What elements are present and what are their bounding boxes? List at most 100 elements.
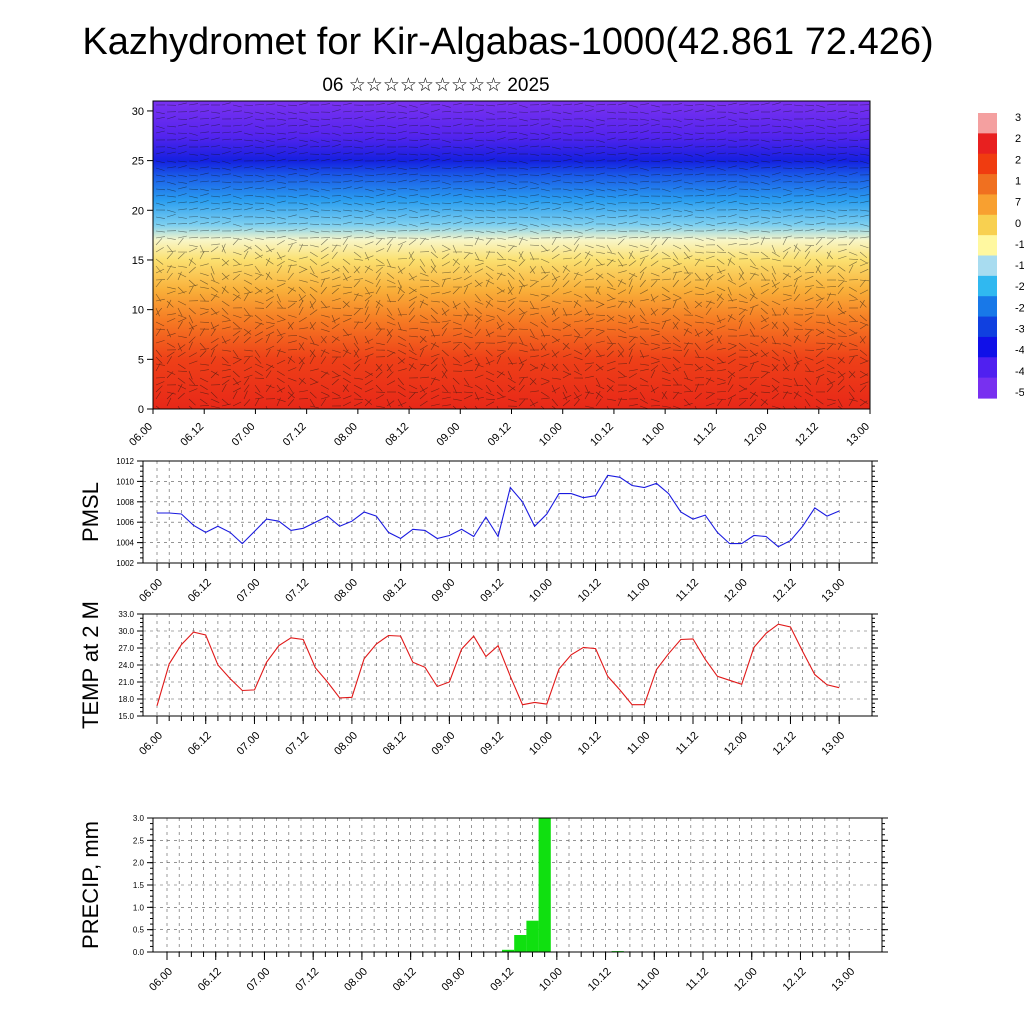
wind-barb (639, 255, 649, 260)
wind-barb (320, 328, 330, 332)
wind-barb (397, 160, 407, 163)
wind-barb (485, 314, 495, 318)
wind-barb (683, 377, 693, 381)
x-tick-label: 08.00 (332, 730, 360, 758)
wind-barb (683, 290, 693, 295)
wind-barb (749, 195, 759, 198)
wind-barb (837, 307, 845, 315)
wind-barb (210, 337, 219, 344)
wind-barb (441, 181, 451, 185)
wind-barb (463, 384, 473, 388)
wind-barb (419, 165, 429, 169)
wind-barb (463, 353, 473, 358)
wind-barb (342, 377, 351, 383)
wind-barb (496, 130, 506, 134)
wind-barb (166, 244, 173, 253)
wind-barb (485, 299, 491, 309)
wind-barb (430, 300, 440, 303)
wind-barb (771, 139, 782, 142)
wind-barb (705, 237, 715, 241)
wind-barb (628, 214, 638, 218)
wind-barb (617, 300, 624, 309)
wind-barb (826, 398, 836, 401)
x-tick-label: 08.00 (332, 577, 360, 605)
wind-barb (254, 288, 263, 295)
wind-barb (760, 153, 770, 156)
wind-barb (474, 374, 484, 379)
wind-barb (309, 279, 319, 283)
wind-barb (364, 265, 373, 271)
wind-barb (309, 265, 315, 275)
wind-barb (375, 321, 382, 330)
wind-barb (485, 272, 494, 280)
wind-barb (507, 245, 515, 253)
wind-barb (342, 276, 352, 281)
wind-barb (243, 366, 253, 372)
wind-barb (606, 125, 617, 127)
wind-barb (837, 279, 847, 282)
wind-barb (639, 377, 649, 383)
wind-barb (155, 328, 162, 337)
wind-barb (353, 251, 362, 258)
x-tick-label: 10.12 (588, 421, 616, 449)
wind-barb (694, 195, 705, 197)
wind-barb (683, 153, 693, 157)
wind-barb (254, 397, 260, 407)
wind-barb (573, 394, 583, 400)
wind-barb (397, 286, 405, 294)
wind-barb (793, 201, 803, 204)
x-tick-label: 07.00 (235, 577, 263, 605)
wind-barb (650, 104, 660, 108)
wind-barb (716, 347, 726, 351)
wind-barb (364, 355, 369, 365)
wind-barb (430, 394, 440, 400)
wind-barb (661, 405, 671, 408)
wind-barb (782, 391, 792, 394)
wind-barb (452, 277, 462, 281)
wind-barb (650, 405, 661, 407)
wind-barb (419, 321, 429, 324)
wind-barb (738, 251, 748, 256)
wind-barb (166, 151, 176, 155)
wind-barb (463, 202, 473, 205)
wind-barb (298, 132, 309, 134)
wind-barb (837, 286, 844, 295)
wind-barb (727, 229, 737, 232)
wind-barb (210, 229, 220, 232)
colorbar-swatch (978, 357, 997, 379)
wind-barb (254, 104, 265, 106)
wind-barb (386, 364, 394, 372)
wind-barb (177, 186, 187, 190)
y-axis-label: PRECIP, mm (78, 821, 103, 949)
wind-barb (298, 228, 308, 232)
wind-barb (342, 265, 349, 274)
wind-barb (386, 116, 396, 120)
wind-barb (199, 158, 209, 162)
wind-barb (639, 202, 650, 204)
wind-barb (617, 188, 627, 191)
wind-barb (771, 321, 778, 330)
wind-barb (199, 137, 209, 141)
wind-barb (672, 173, 682, 176)
wind-barb (232, 359, 241, 365)
wind-barb (287, 195, 297, 199)
wind-barb (650, 342, 660, 346)
wind-barb (771, 342, 781, 345)
wind-barb (815, 202, 825, 206)
wind-barb (628, 369, 638, 372)
wind-barb (485, 230, 495, 234)
wind-barb (694, 153, 704, 157)
wind-barb (628, 278, 633, 288)
wind-barb (243, 244, 253, 250)
wind-barb (650, 160, 661, 163)
wind-barb (210, 131, 221, 134)
wind-barb (166, 391, 176, 395)
wind-barb (441, 271, 452, 274)
wind-barb (364, 145, 374, 148)
precip-bar (502, 949, 515, 952)
wind-barb (859, 153, 869, 156)
wind-barb (716, 293, 723, 302)
wind-barb (342, 214, 352, 218)
wind-barb (826, 266, 834, 274)
wind-barb (595, 251, 605, 254)
